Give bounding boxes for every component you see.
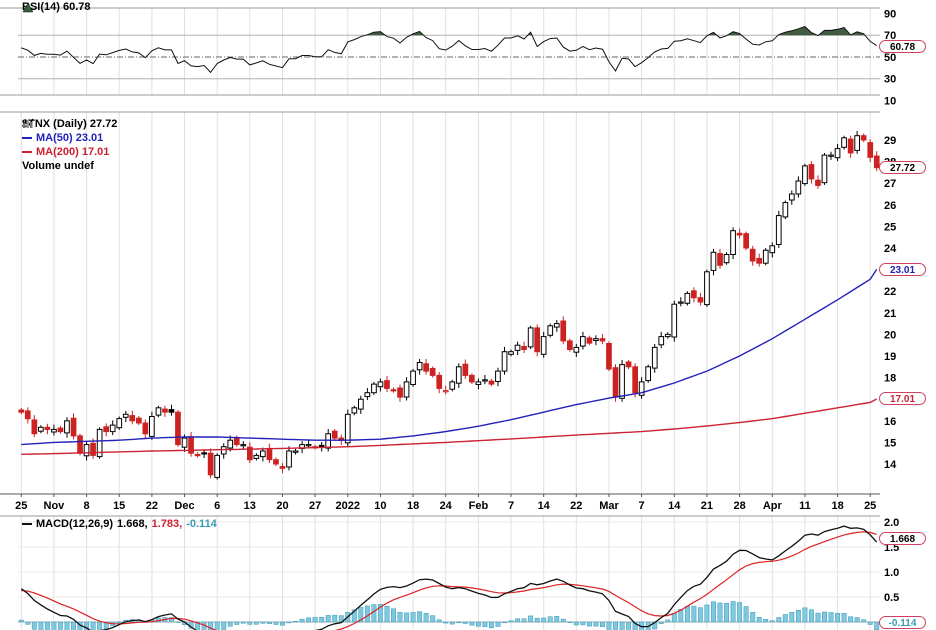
macd-value-box: 1.668 <box>879 532 926 545</box>
volume-legend-row: Volume undef <box>22 120 117 172</box>
main-legend: $TNX (Daily) 27.72 MA(50) 23.01 MA(200) … <box>22 118 117 172</box>
y-tick-label: 22 <box>884 286 896 298</box>
rsi-panel-icon <box>22 2 34 13</box>
y-tick-label: 50 <box>884 52 896 64</box>
y-tick-label: 0.5 <box>884 592 899 604</box>
macd-signal-value: 1.783, <box>151 518 183 530</box>
y-tick-label: 19 <box>884 351 896 363</box>
x-tick-label: Mar <box>599 500 619 512</box>
y-tick-label: 24 <box>884 243 897 255</box>
x-tick-label: 11 <box>799 500 811 512</box>
y-tick-label: 16 <box>884 416 896 428</box>
x-tick-label: Feb <box>469 500 489 512</box>
ma200-line <box>21 398 878 455</box>
symbol-legend-row: $TNX (Daily) 27.72 <box>22 118 117 130</box>
x-tick-label: 10 <box>374 500 386 512</box>
candlestick-series <box>18 130 880 480</box>
vertical-gridlines <box>20 8 871 630</box>
macd-hist-value: -0.114 <box>186 518 217 530</box>
ma50-line <box>21 269 878 446</box>
rsi-series <box>21 26 877 74</box>
x-tick-label: 7 <box>508 500 514 512</box>
y-tick-label: 15 <box>884 437 896 449</box>
x-tick-label: Nov <box>44 500 66 512</box>
y-tick-label: 25 <box>884 221 896 233</box>
y-tick-label: 20 <box>884 329 896 341</box>
macd-legend-label: MACD(12,26,9) <box>36 518 114 530</box>
x-tick-label: 8 <box>84 500 90 512</box>
y-tick-label: 27 <box>884 178 896 190</box>
volume-legend-label: Volume undef <box>22 160 94 172</box>
x-tick-label: 7 <box>639 500 645 512</box>
y-tick-label: 26 <box>884 200 896 212</box>
ma50-value-box: 23.01 <box>879 263 926 276</box>
x-tick-label: 21 <box>701 500 713 512</box>
x-tick-label: 14 <box>668 500 681 512</box>
y-tick-label: 30 <box>884 74 896 86</box>
macd-legend: MACD(12,26,9) 1.668, 1.783, -0.114 <box>22 518 217 530</box>
ma50-legend-label: MA(50) 23.01 <box>36 132 104 144</box>
x-tick-label: 27 <box>309 500 321 512</box>
y-tick-label: 14 <box>884 459 897 471</box>
macd-line <box>20 525 878 630</box>
x-tick-label: Dec <box>174 500 194 512</box>
x-tick-label: 15 <box>113 500 125 512</box>
y-tick-label: 1.0 <box>884 567 899 579</box>
ma200-legend-label: MA(200) 17.01 <box>36 146 110 158</box>
x-tick-label: 18 <box>831 500 843 512</box>
volume-icon <box>23 120 33 128</box>
macd-swatch-icon <box>22 523 32 525</box>
x-tick-label: 18 <box>407 500 419 512</box>
y-tick-label: 10 <box>884 95 896 107</box>
ma50-legend-row: MA(50) 23.01 <box>22 132 117 144</box>
y-tick-label: 21 <box>884 308 896 320</box>
rsi-legend: RSI(14) 60.78 <box>22 1 90 13</box>
x-tick-label: 6 <box>214 500 220 512</box>
x-tick-label: 20 <box>276 500 288 512</box>
macd-signal-line <box>21 531 877 630</box>
x-tick-label: 22 <box>570 500 582 512</box>
ma200-legend-row: MA(200) 17.01 <box>22 146 117 158</box>
x-tick-label: 25 <box>864 500 876 512</box>
macd-hist-box: -0.114 <box>879 616 926 629</box>
x-tick-label: 22 <box>146 500 158 512</box>
y-tick-label: 90 <box>884 8 896 20</box>
ma200-swatch-icon <box>22 151 32 153</box>
macd-line-value: 1.668, <box>117 518 148 530</box>
x-tick-label: 28 <box>733 500 745 512</box>
y-tick-label: 1.5 <box>884 542 899 554</box>
price-value-box: 27.72 <box>879 161 926 174</box>
macd-series <box>18 525 880 630</box>
y-tick-label: 29 <box>884 135 896 147</box>
x-tick-label: 13 <box>244 500 256 512</box>
rsi-value-box: 60.78 <box>879 40 926 53</box>
x-tick-label: Apr <box>763 500 783 512</box>
x-tick-label: 14 <box>538 500 551 512</box>
y-tick-label: 70 <box>884 30 896 42</box>
x-tick-label: 24 <box>440 500 453 512</box>
x-tick-label: 2022 <box>336 500 360 512</box>
y-tick-label: 2.0 <box>884 517 899 529</box>
ma200-value-box: 17.01 <box>879 392 926 405</box>
ma50-swatch-icon <box>22 137 32 139</box>
x-tick-label: 25 <box>15 500 27 512</box>
y-tick-label: 18 <box>884 373 896 385</box>
symbol-legend-label: $TNX (Daily) 27.72 <box>22 118 118 130</box>
rsi-legend-label: RSI(14) 60.78 <box>22 1 91 13</box>
